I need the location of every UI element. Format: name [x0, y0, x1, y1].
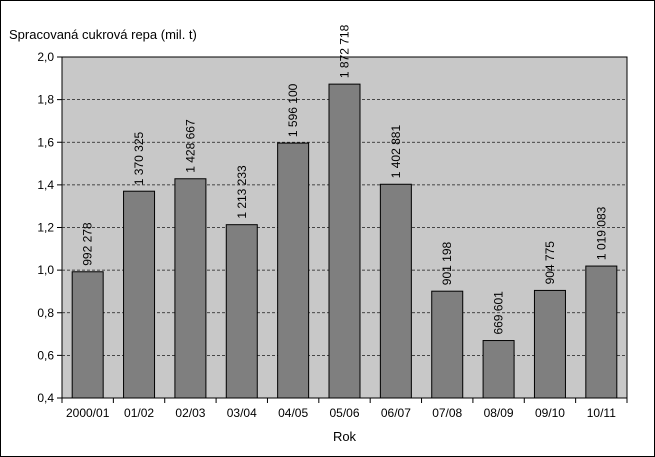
bars — [71, 83, 618, 399]
y-tick-label: 1,8 — [37, 93, 54, 107]
x-tick-label: 06/07 — [381, 406, 411, 420]
data-label: 669 601 — [492, 291, 506, 335]
data-label: 1 428 667 — [183, 119, 197, 173]
x-tick-label: 02/03 — [175, 406, 205, 420]
data-label: 1 019 083 — [594, 206, 608, 260]
y-tick-label: 0,8 — [37, 306, 54, 320]
y-tick-label: 1,4 — [37, 178, 54, 192]
x-tick-label: 08/09 — [484, 406, 514, 420]
x-tick-label: 2000/01 — [66, 406, 110, 420]
y-tick-label: 0,4 — [37, 391, 54, 405]
x-tick-label: 01/02 — [124, 406, 154, 420]
bar-07/08 — [431, 290, 464, 399]
y-tick-label: 2,0 — [37, 50, 54, 64]
data-label: 1 402 881 — [389, 125, 403, 179]
y-axis-ticks: 0,4 0,6 0,8 1,0 1,2 1,4 1,6 1,8 2,0 — [37, 50, 62, 405]
x-axis-title: Rok — [333, 429, 357, 444]
data-label: 1 596 100 — [286, 83, 300, 137]
bar-09/10 — [533, 289, 566, 399]
bar-02/03 — [174, 178, 207, 399]
y-axis-title: Spracovaná cukrová repa (mil. t) — [9, 27, 197, 42]
y-tick-label: 1,0 — [37, 263, 54, 277]
x-tick-label: 09/10 — [535, 406, 565, 420]
bar-08/09 — [482, 340, 515, 399]
bar-03/04 — [225, 224, 258, 399]
data-label: 904 775 — [543, 241, 557, 285]
bar-01/02 — [123, 190, 156, 399]
x-axis-ticks: 2000/01 01/02 02/03 03/04 04/05 05/06 06/07 07/… — [61, 398, 628, 420]
data-labels: 992 278 1 370 325 1 428 667 1 213 233 1 596 … — [81, 24, 609, 334]
bar-04/05 — [277, 142, 310, 399]
y-tick-label: 1,2 — [37, 221, 54, 235]
data-label: 901 198 — [440, 241, 454, 285]
data-label: 1 213 233 — [235, 165, 249, 219]
data-label: 1 370 325 — [132, 131, 146, 185]
x-tick-label: 07/08 — [432, 406, 462, 420]
y-tick-label: 0,6 — [37, 348, 54, 362]
data-label: 992 278 — [81, 222, 95, 266]
bar-2000/01 — [71, 271, 104, 399]
bar-10/11 — [585, 265, 618, 399]
bar-06/07 — [379, 183, 412, 399]
x-tick-label: 05/06 — [329, 406, 359, 420]
x-tick-label: 10/11 — [587, 406, 616, 420]
bar-05/06 — [328, 83, 361, 399]
data-label: 1 872 718 — [338, 24, 352, 78]
x-tick-label: 04/05 — [278, 406, 308, 420]
x-tick-label: 03/04 — [227, 406, 257, 420]
y-tick-label: 1,6 — [37, 135, 54, 149]
